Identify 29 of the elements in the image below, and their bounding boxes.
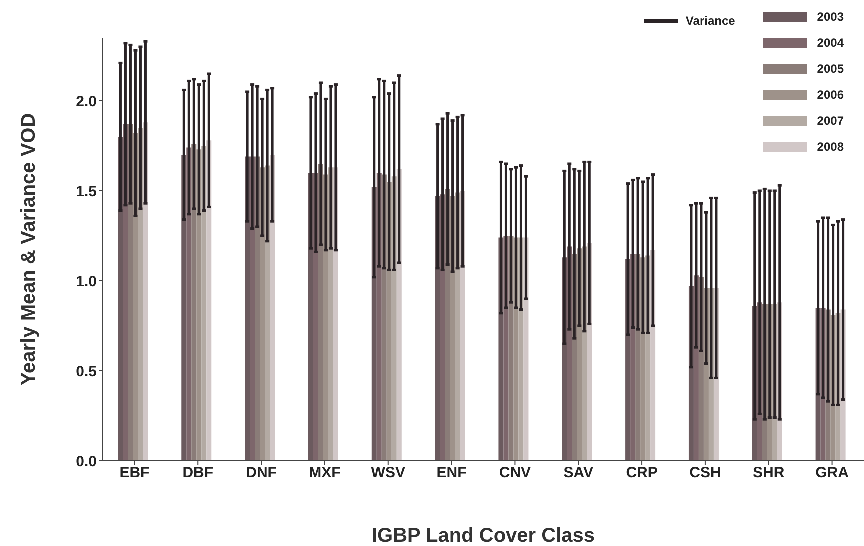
x-tick-label: CRP bbox=[626, 464, 658, 482]
legend-label: 2005 bbox=[817, 62, 844, 76]
x-tick-label: MXF bbox=[309, 464, 341, 482]
x-tick-label: EBF bbox=[120, 464, 150, 482]
legend-label: 2006 bbox=[817, 88, 844, 102]
y-tick-label: 1.0 bbox=[76, 273, 97, 290]
legend-label: 2007 bbox=[817, 114, 844, 128]
x-tick-label: DBF bbox=[182, 464, 214, 482]
bar bbox=[196, 150, 202, 461]
text: Variance bbox=[686, 14, 736, 28]
legend-label: 2003 bbox=[817, 10, 844, 24]
y-tick-label: 2.0 bbox=[76, 93, 97, 110]
y-tick-label: 1.5 bbox=[76, 183, 97, 200]
y-tick-label: 0.0 bbox=[76, 453, 97, 470]
x-tick-label: ENF bbox=[436, 464, 467, 482]
x-tick-label: DNF bbox=[246, 464, 277, 482]
x-tick-label: GRA bbox=[816, 464, 850, 482]
x-tick-label: SHR bbox=[753, 464, 785, 482]
bar bbox=[206, 140, 212, 461]
y-tick-label: 0.5 bbox=[76, 363, 97, 380]
x-tick-label: WSV bbox=[371, 464, 406, 482]
legend-label: 2004 bbox=[817, 36, 844, 50]
x-tick-label: CSH bbox=[690, 464, 722, 482]
y-axis-title: Yearly Mean & Variance VOD bbox=[18, 113, 40, 386]
x-axis-title: IGBP Land Cover Class bbox=[372, 525, 596, 546]
legend-label: 2008 bbox=[817, 140, 844, 154]
x-tick-label: CNV bbox=[499, 464, 532, 482]
bar bbox=[202, 146, 207, 461]
x-tick-label: SAV bbox=[564, 464, 594, 482]
